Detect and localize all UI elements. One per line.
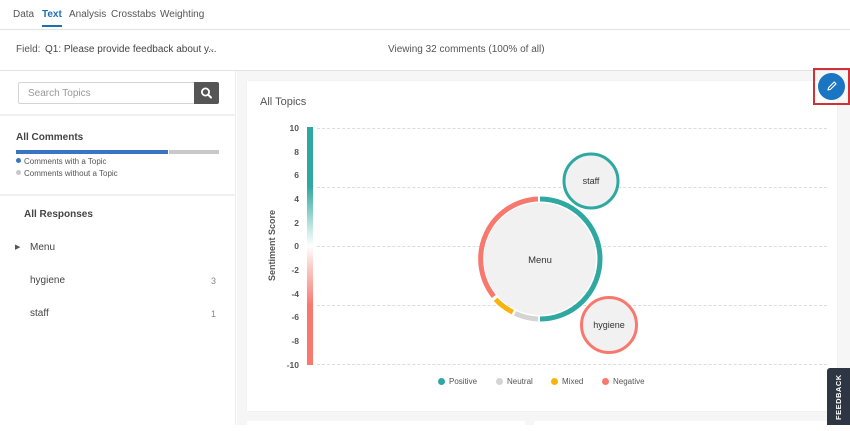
field-label: Field: bbox=[16, 44, 41, 55]
legend-positive[interactable]: Positive bbox=[438, 377, 477, 386]
comments-with-topic-bar bbox=[16, 150, 168, 154]
bubble-hygiene[interactable]: hygiene bbox=[580, 296, 638, 354]
topic-name: Menu bbox=[30, 242, 56, 253]
dot-icon bbox=[496, 378, 503, 385]
field-bar: Field: Q1: Please provide feedback about… bbox=[0, 30, 850, 71]
topic-item-hygiene[interactable]: hygiene 3 bbox=[0, 272, 236, 294]
search-topics-input[interactable] bbox=[18, 82, 195, 104]
comments-without-topic-bar bbox=[169, 150, 219, 154]
legend-without-topic: Comments without a Topic bbox=[16, 169, 118, 178]
legend-label: Negative bbox=[613, 377, 645, 386]
y-tick: 8 bbox=[294, 147, 299, 157]
y-tick: -10 bbox=[286, 360, 299, 370]
card-title: All Topics bbox=[260, 96, 307, 108]
viewing-count-text: Viewing 32 comments (100% of all) bbox=[388, 44, 545, 55]
y-tick: -6 bbox=[291, 312, 299, 322]
y-tick: 6 bbox=[294, 170, 299, 180]
top-tab-bar: Data Text Analysis Crosstabs Weighting bbox=[0, 0, 850, 30]
legend-without-topic-label: Comments without a Topic bbox=[24, 169, 118, 178]
legend-neutral[interactable]: Neutral bbox=[496, 377, 533, 386]
divider bbox=[0, 194, 236, 196]
edit-button[interactable] bbox=[818, 73, 845, 100]
tab-data[interactable]: Data bbox=[13, 9, 35, 20]
legend-label: Positive bbox=[449, 377, 478, 386]
topic-count: 1 bbox=[210, 309, 216, 319]
y-tick: -8 bbox=[291, 336, 299, 346]
bubble-chart: Menu staff hygiene bbox=[478, 152, 638, 354]
dot-icon bbox=[602, 378, 609, 385]
bubble-label: hygiene bbox=[593, 320, 625, 330]
y-tick: 10 bbox=[289, 123, 299, 133]
bubble-staff[interactable]: staff bbox=[562, 152, 620, 210]
tab-crosstabs[interactable]: Crosstabs bbox=[111, 9, 157, 20]
dot-icon bbox=[551, 378, 558, 385]
legend-label: Neutral bbox=[507, 377, 533, 386]
dot-icon bbox=[438, 378, 445, 385]
y-tick: -4 bbox=[291, 289, 299, 299]
search-topics bbox=[18, 82, 219, 104]
secondary-card bbox=[247, 421, 525, 431]
y-tick: 2 bbox=[294, 218, 299, 228]
bubble-label: staff bbox=[583, 176, 600, 186]
legend-with-topic-label: Comments with a Topic bbox=[24, 157, 107, 166]
y-tick: 4 bbox=[294, 194, 299, 204]
topic-count: 3 bbox=[210, 276, 216, 286]
pencil-icon bbox=[827, 81, 837, 91]
dot-icon bbox=[16, 170, 21, 175]
legend-mixed[interactable]: Mixed bbox=[551, 377, 583, 386]
caret-right-icon[interactable]: ▶ bbox=[15, 244, 21, 251]
main-content: All Topics Sentiment Score 10 8 6 4 2 0 … bbox=[237, 71, 850, 431]
all-topics-card: All Topics Sentiment Score 10 8 6 4 2 0 … bbox=[247, 81, 837, 411]
gridline bbox=[317, 305, 827, 306]
topics-sidebar: All Comments Comments with a Topic Comme… bbox=[0, 71, 236, 425]
legend-label: Mixed bbox=[562, 377, 584, 386]
all-comments-title: All Comments bbox=[16, 132, 84, 143]
gridline bbox=[317, 364, 827, 365]
y-tick: -2 bbox=[291, 265, 299, 275]
tab-text[interactable]: Text bbox=[42, 9, 62, 27]
feedback-tab[interactable]: FEEDBACK bbox=[827, 368, 850, 425]
dot-icon bbox=[16, 158, 21, 163]
y-tick: 0 bbox=[294, 241, 299, 251]
search-icon bbox=[201, 87, 212, 99]
bubble-label: Menu bbox=[528, 255, 552, 266]
field-dropdown[interactable]: Q1: Please provide feedback about y... bbox=[45, 44, 217, 55]
topic-name: staff bbox=[30, 308, 49, 319]
legend-negative[interactable]: Negative bbox=[602, 377, 645, 386]
tab-analysis[interactable]: Analysis bbox=[69, 9, 107, 20]
chevron-down-icon[interactable]: ⌄ bbox=[208, 43, 216, 53]
feedback-label: FEEDBACK bbox=[834, 374, 843, 420]
secondary-card bbox=[534, 421, 837, 431]
all-responses-item[interactable]: All Responses bbox=[24, 209, 93, 220]
gridline bbox=[317, 128, 827, 129]
topic-name: hygiene bbox=[30, 275, 66, 286]
legend-with-topic: Comments with a Topic bbox=[16, 157, 107, 166]
sentiment-gradient-bar bbox=[307, 127, 313, 365]
tab-weighting[interactable]: Weighting bbox=[160, 9, 205, 20]
search-button[interactable] bbox=[194, 82, 219, 104]
divider bbox=[0, 114, 236, 116]
topic-item-menu[interactable]: ▶ Menu bbox=[0, 239, 236, 261]
topic-item-staff[interactable]: staff 1 bbox=[0, 305, 236, 327]
bubble-menu[interactable]: Menu bbox=[478, 196, 603, 322]
